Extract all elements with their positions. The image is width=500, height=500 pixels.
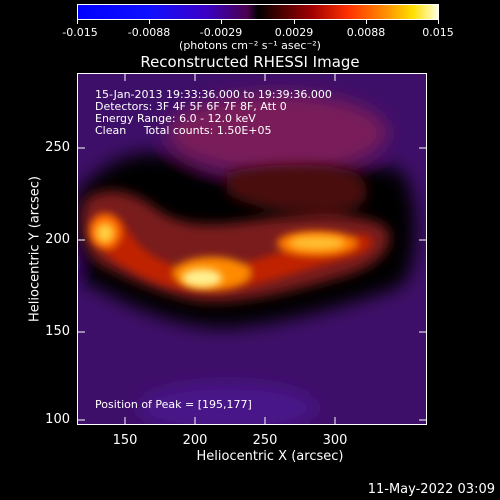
colorbar-tick [438, 19, 439, 24]
colorbar-label: 0.0029 [274, 26, 314, 39]
colorbar-tick [149, 19, 150, 24]
colorbar-tick [221, 19, 222, 24]
rhessi-image [77, 73, 427, 425]
colorbar-label: 0.015 [422, 26, 454, 39]
colorbar-tick [366, 19, 367, 24]
x-tick-label: 150 [112, 433, 138, 448]
x-axis-label: Heliocentric X (arcsec) [196, 449, 344, 464]
info-time-range: 15-Jan-2013 19:33:36.000 to 19:39:36.000 [95, 88, 332, 101]
image-title: Reconstructed RHESSI Image [140, 53, 360, 71]
y-tick-label: 100 [45, 412, 70, 427]
footer-timestamp: 11-May-2022 03:09 [367, 482, 495, 497]
x-tick-label: 300 [322, 433, 348, 448]
colorbar-label: -0.0029 [199, 26, 243, 39]
colorbar-label: -0.0088 [127, 26, 171, 39]
x-tick-label: 200 [182, 433, 208, 448]
colorbar [77, 4, 439, 20]
info-clean-counts: Clean Total counts: 1.50E+05 [95, 124, 272, 137]
colorbar-units: (photons cm⁻² s⁻¹ asec⁻²) [179, 39, 321, 52]
y-tick-label: 150 [45, 324, 70, 339]
y-tick-label: 200 [45, 232, 70, 247]
colorbar-label: 0.0088 [346, 26, 386, 39]
colorbar-tick [294, 19, 295, 24]
info-peak-position: Position of Peak = [195,177] [95, 398, 252, 411]
x-tick-label: 250 [252, 433, 278, 448]
colorbar-label: -0.015 [62, 26, 98, 39]
info-detectors: Detectors: 3F 4F 5F 6F 7F 8F, Att 0 [95, 100, 287, 113]
info-energy-range: Energy Range: 6.0 - 12.0 keV [95, 112, 256, 125]
colorbar-tick [77, 19, 78, 24]
y-axis-label: Heliocentric Y (arcsec) [27, 176, 43, 322]
y-tick-label: 250 [45, 140, 70, 155]
